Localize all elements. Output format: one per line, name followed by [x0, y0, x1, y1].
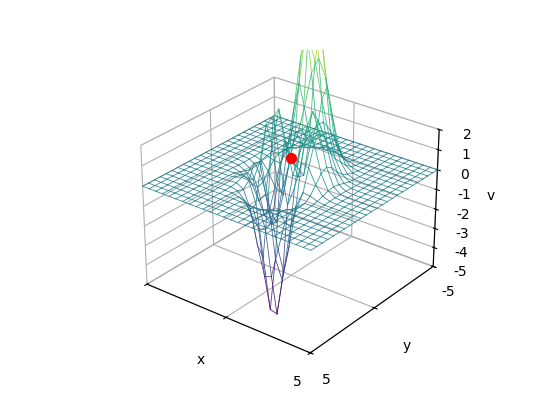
Y-axis label: y: y	[402, 339, 410, 354]
X-axis label: x: x	[197, 353, 204, 367]
